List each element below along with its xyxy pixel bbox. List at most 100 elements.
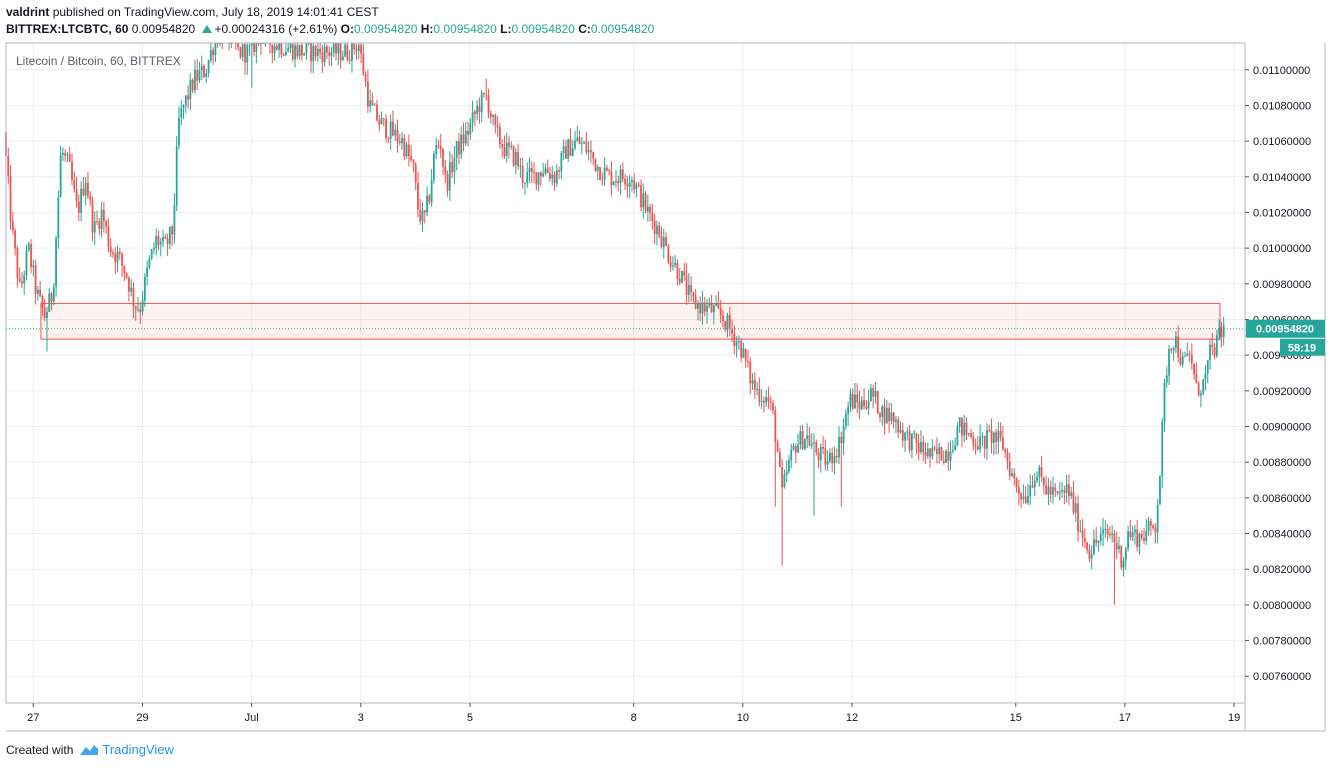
- candle-body: [1134, 529, 1136, 533]
- candle-body: [1081, 530, 1084, 538]
- candle-body: [392, 121, 394, 136]
- candle-body: [448, 162, 451, 191]
- candle-body: [316, 48, 319, 57]
- candle-body: [407, 144, 410, 157]
- candle-body: [621, 169, 624, 179]
- candle-body: [1172, 348, 1175, 351]
- candle-body: [726, 315, 729, 330]
- candle-body: [571, 148, 574, 156]
- candle-body: [428, 195, 431, 203]
- symbol-label[interactable]: BITTREX:LTCBTC, 60: [6, 22, 129, 36]
- candle-body: [348, 59, 351, 61]
- candle-body: [808, 435, 811, 446]
- tradingview-logo[interactable]: TradingView: [77, 742, 174, 757]
- x-tick-label: 27: [27, 712, 39, 724]
- candle-body: [323, 46, 326, 62]
- candle-body: [207, 60, 210, 74]
- candle-body: [856, 394, 859, 403]
- candle-body: [813, 442, 815, 444]
- candle-body: [362, 53, 365, 75]
- time-axis[interactable]: 27 29 Jul 3 5 8 10 12 15 17 19: [27, 703, 1240, 724]
- y-tick-label: 0.00800000: [1253, 600, 1311, 612]
- candle-body: [899, 429, 902, 433]
- price-axis[interactable]: 0.01100000 0.01080000 0.01060000 0.01040000…: [1245, 65, 1311, 683]
- candle-body: [776, 442, 779, 453]
- candle-body: [662, 237, 665, 248]
- candle-body: [783, 474, 786, 488]
- candle-body: [605, 167, 608, 171]
- candle-body: [656, 225, 658, 234]
- candle-body: [560, 152, 563, 172]
- candle-body: [667, 245, 670, 263]
- x-tick-label: 10: [737, 712, 749, 724]
- candle-body: [214, 43, 217, 56]
- y-tick-label: 0.01100000: [1253, 65, 1310, 77]
- candle-body: [1088, 549, 1091, 559]
- open-value: 0.00954820: [354, 22, 418, 36]
- x-tick-label: Jul: [245, 712, 259, 724]
- candle-body: [405, 144, 408, 157]
- candle-body: [769, 401, 772, 404]
- candle-body: [171, 226, 174, 235]
- candle-body: [697, 303, 699, 309]
- candle-body: [756, 389, 758, 391]
- candle-body: [1131, 532, 1134, 538]
- candle-body: [642, 193, 645, 208]
- candle-body: [637, 184, 640, 186]
- candle-body: [867, 401, 870, 409]
- candle-body: [1179, 357, 1182, 365]
- candle-body: [187, 95, 189, 100]
- candle-body: [858, 402, 861, 410]
- candle-body: [1204, 373, 1207, 380]
- candle-body: [854, 394, 856, 409]
- candle-body: [844, 413, 847, 427]
- candle-body: [1186, 353, 1189, 356]
- y-tick-label: 0.00840000: [1253, 529, 1311, 541]
- candle-body: [988, 430, 991, 432]
- candle-body: [822, 446, 825, 449]
- support-zone-rect[interactable]: [40, 302, 1221, 340]
- candle-body: [59, 154, 62, 198]
- support-zone[interactable]: [40, 302, 1221, 340]
- candle-body: [785, 471, 788, 475]
- candle-body: [130, 287, 133, 292]
- candle-body: [157, 236, 160, 245]
- candle-body: [963, 423, 966, 436]
- candle-body: [933, 447, 936, 449]
- candle-body: [535, 172, 538, 185]
- candle-body: [619, 169, 622, 184]
- candle-body: [517, 151, 520, 167]
- candle-body: [958, 417, 961, 427]
- candle-body: [1197, 382, 1200, 396]
- author-name[interactable]: valdrint: [6, 5, 50, 19]
- candle-body: [109, 246, 112, 253]
- candle-body: [658, 225, 661, 237]
- candle-body: [792, 446, 795, 450]
- candle-body: [690, 285, 692, 293]
- candle-body: [1015, 478, 1018, 488]
- candle-body: [357, 45, 360, 51]
- candle-body: [184, 95, 187, 106]
- candle-body: [1168, 348, 1170, 376]
- candle-body: [401, 138, 403, 144]
- candle-body: [492, 114, 494, 117]
- candle-body: [888, 407, 891, 421]
- candle-body: [36, 289, 39, 294]
- candle-body: [16, 248, 19, 278]
- candle-body: [52, 286, 55, 302]
- candle-body: [23, 275, 26, 284]
- candle-body: [646, 206, 649, 212]
- candle-body: [321, 52, 324, 62]
- candle-body: [1165, 375, 1168, 383]
- candle-body: [155, 236, 158, 248]
- candle-body: [740, 340, 743, 358]
- candle-body: [460, 134, 463, 155]
- candle-body: [194, 69, 196, 91]
- candle-body: [14, 230, 17, 249]
- candle-body: [890, 412, 893, 421]
- candle-body: [1029, 485, 1032, 496]
- candle-body: [872, 388, 875, 397]
- candle-body: [687, 285, 690, 295]
- candle-body: [876, 391, 879, 414]
